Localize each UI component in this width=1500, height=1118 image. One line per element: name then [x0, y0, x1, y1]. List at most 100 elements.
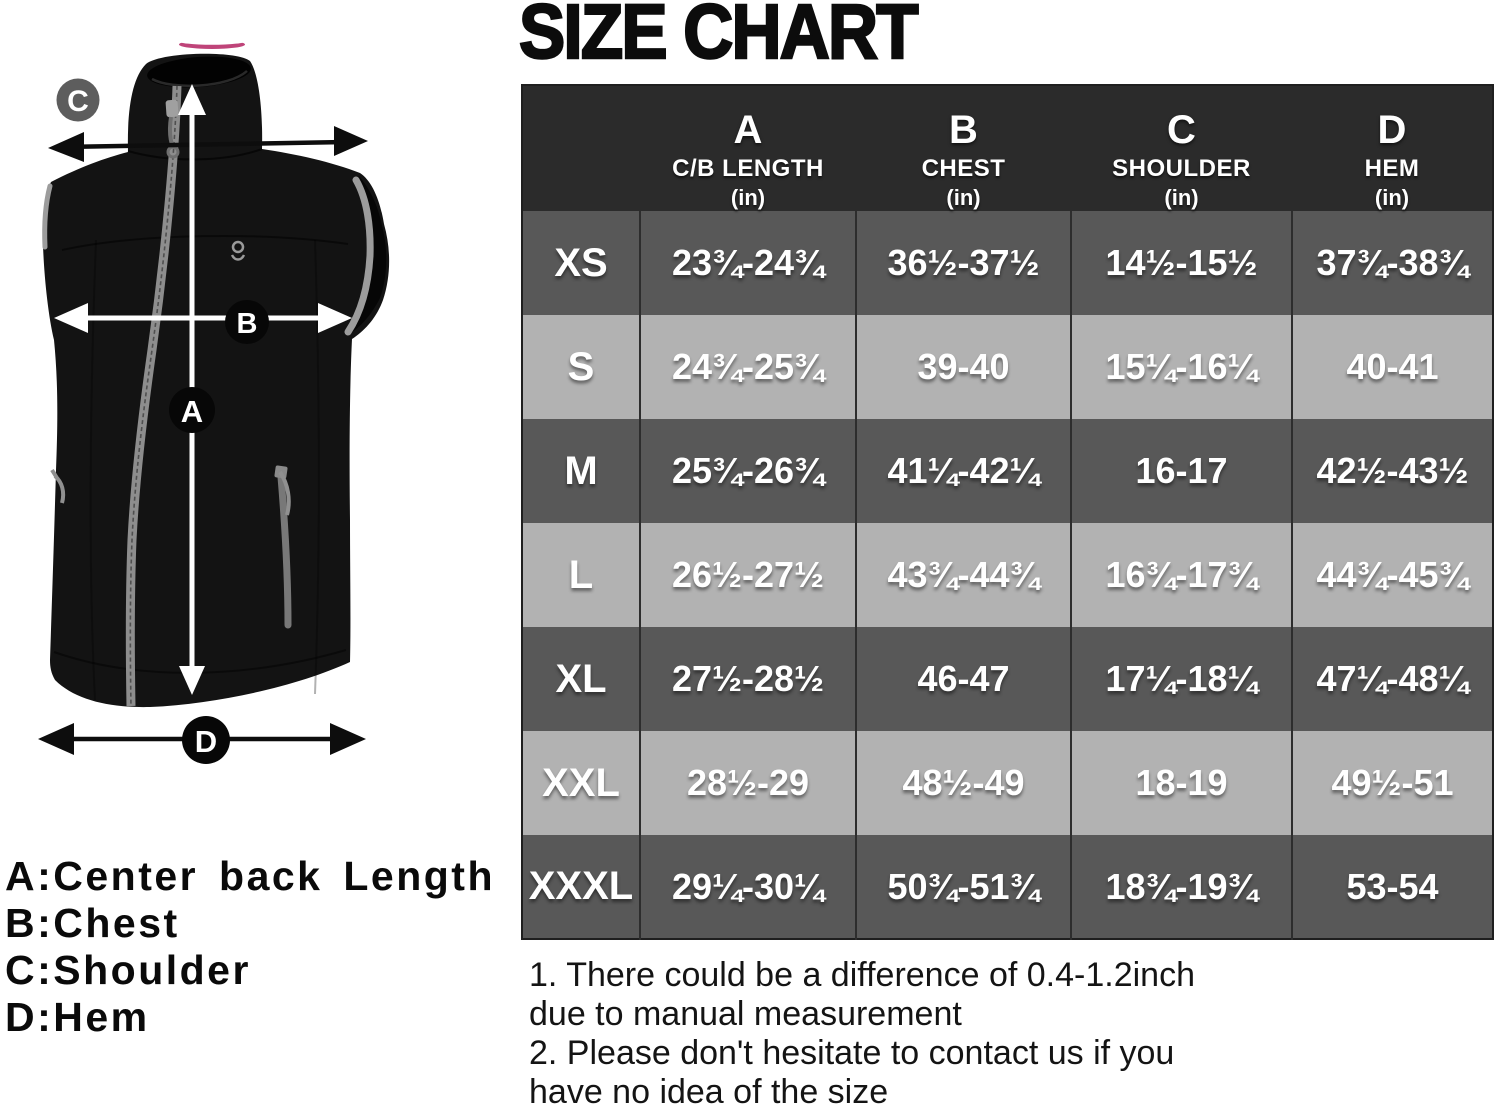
measurement-cell: 16¾-17¾: [1070, 523, 1292, 627]
notes: 1. There could be a difference of 0.4-1.…: [529, 956, 1195, 1112]
size-label: L: [568, 552, 594, 597]
measurement-cell: 48½-49: [855, 731, 1071, 835]
column-letter: C: [1167, 107, 1196, 152]
zipper-teeth: [129, 85, 178, 707]
arrow-c: [48, 126, 368, 162]
column-header-a: A C/B LENGTH (in): [640, 85, 856, 211]
measurement-cell: 44¾-45¾: [1291, 523, 1493, 627]
size-label: XXL: [542, 760, 620, 805]
note-line: 2. Please don't hesitate to contact us i…: [529, 1034, 1175, 1072]
marker-a: A: [169, 387, 215, 433]
legend-line: D:Hem: [5, 994, 150, 1040]
table-row: XS 23¾-24¾ 36½-37½ 14½-15½ 37¾-38¾: [522, 211, 1493, 315]
svg-text:A: A: [181, 394, 203, 429]
svg-text:B: B: [237, 308, 258, 340]
legend-line: A:Center back Length: [5, 853, 495, 899]
note-line: 1. There could be a difference of 0.4-1.…: [529, 956, 1195, 994]
column-header-d: D HEM (in): [1292, 85, 1493, 211]
measurement-legend: A:Center back Length B:Chest C:Shoulder D:H…: [5, 853, 495, 1041]
measurement-cell: 15¼-16¼: [1070, 315, 1292, 419]
measurement-cell: 16-17: [1070, 419, 1292, 523]
measurement-cell: 26½-27½: [639, 523, 856, 627]
column-name: C/B LENGTH: [672, 154, 824, 182]
measurement-cell: 41¼-42¼: [855, 419, 1071, 523]
collar-seam: [127, 148, 263, 161]
size-label: S: [567, 344, 595, 389]
size-chart-table: A C/B LENGTH (in) B CHEST (in) C SHOULDER (in) D H…: [521, 84, 1494, 940]
table-row: M 25¾-26¾ 41¼-42¼ 16-17 42½-43½: [522, 419, 1493, 523]
measurement-cell: 49½-51: [1291, 731, 1493, 835]
arrow-b: [54, 303, 352, 333]
armhole-right-trim: [344, 176, 374, 336]
column-header-size: [522, 85, 640, 211]
column-name: CHEST: [921, 154, 1006, 182]
size-label: XS: [554, 240, 608, 285]
column-unit: (in): [1164, 184, 1199, 210]
marker-d: D: [182, 716, 230, 764]
marker-c: C: [56, 78, 100, 122]
measurement-cell: 23¾-24¾: [639, 211, 856, 315]
pocket-zipper-left-pull: [50, 468, 66, 504]
column-letter: A: [733, 107, 763, 152]
size-label: M: [564, 448, 598, 493]
svg-text:D: D: [195, 724, 217, 759]
column-name: HEM: [1364, 154, 1420, 182]
measurement-cell: 40-41: [1291, 315, 1493, 419]
measurement-cell: 14½-15½: [1070, 211, 1292, 315]
armhole-left-trim: [42, 183, 53, 250]
armhole-right-opening: [349, 176, 387, 334]
measurement-cell: 50¾-51¾: [855, 835, 1071, 939]
measurement-cell: 28½-29: [639, 731, 856, 835]
collar-inner-rim: [151, 70, 248, 88]
measurement-cell: 39-40: [855, 315, 1071, 419]
table-row: XXL 28½-29 48½-49 18-19 49½-51: [522, 731, 1493, 835]
chest-seam: [61, 234, 349, 251]
column-unit: (in): [730, 184, 766, 210]
brand-logo: [230, 240, 246, 261]
legend-line: B:Chest: [5, 900, 180, 946]
svg-text:C: C: [67, 85, 89, 118]
zipper-slider: [165, 99, 179, 118]
measurement-cell: 24¾-25¾: [639, 315, 856, 419]
vest-measurement-diagram: C B A D: [38, 37, 390, 764]
pocket-zipper-right-pull: [278, 470, 291, 516]
column-unit: (in): [946, 184, 981, 210]
table-row: L 26½-27½ 43¾-44¾ 16¾-17¾ 44¾-45¾: [522, 523, 1493, 627]
legend-line: C:Shoulder: [5, 947, 251, 993]
size-label: XL: [555, 656, 607, 701]
measurement-cell: 29¼-30¼: [639, 835, 856, 939]
measurement-cell: 36½-37½: [855, 211, 1071, 315]
column-name: SHOULDER: [1112, 154, 1251, 182]
column-letter: D: [1377, 107, 1407, 152]
note-line: due to manual measurement: [529, 995, 962, 1033]
measurement-cell: 37¾-38¾: [1291, 211, 1493, 315]
measurement-cell: 18-19: [1070, 731, 1292, 835]
table-row: S 24¾-25¾ 39-40 15¼-16¼ 40-41: [522, 315, 1493, 419]
measurement-cell: 43¾-44¾: [855, 523, 1071, 627]
column-header-c: C SHOULDER (in): [1071, 85, 1292, 211]
size-label: XXXL: [528, 864, 634, 908]
table-row: XL 27½-28½ 46-47 17¼-18¼ 47¼-48¼: [522, 627, 1493, 731]
note-line: have no idea of the size: [529, 1073, 889, 1111]
side-seam-right: [314, 239, 320, 695]
column-unit: (in): [1374, 184, 1410, 210]
column-letter: B: [949, 107, 978, 152]
pocket-zipper-right: [277, 473, 292, 629]
measurement-cell: 42½-43½: [1291, 419, 1493, 523]
column-header-b: B CHEST (in): [856, 85, 1071, 211]
measurement-cell: 47¼-48¼: [1291, 627, 1493, 731]
measurement-cell: 25¾-26¾: [639, 419, 856, 523]
measurement-cell: 18¾-19¾: [1070, 835, 1292, 939]
measurement-cell: 27½-28½: [639, 627, 856, 731]
measurement-cell: 53-54: [1291, 835, 1493, 939]
measurement-cell: 46-47: [855, 627, 1071, 731]
page-title: SIZE CHART: [518, 0, 920, 75]
measurement-cell: 17¼-18¼: [1070, 627, 1292, 731]
marker-b: B: [225, 300, 269, 344]
side-seam-left: [89, 239, 97, 701]
hanger-accent-cut: [178, 37, 246, 45]
table-header-row: A C/B LENGTH (in) B CHEST (in) C SHOULDER (in) D H…: [522, 85, 1493, 211]
collar-opening: [147, 56, 251, 88]
table-row: XXXL 29¼-30¼ 50¾-51¾ 18¾-19¾ 53-54: [522, 835, 1493, 939]
